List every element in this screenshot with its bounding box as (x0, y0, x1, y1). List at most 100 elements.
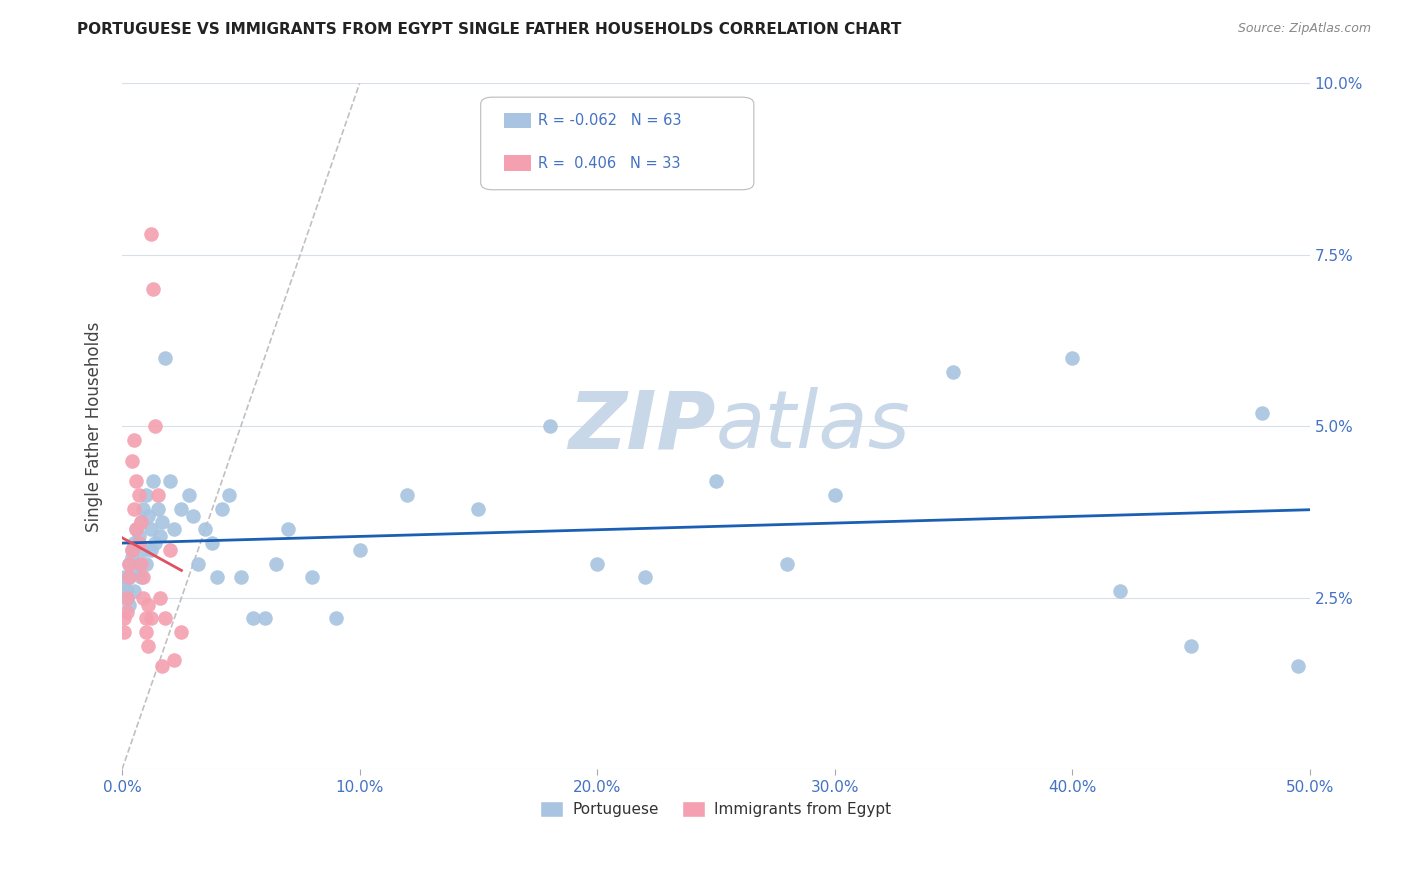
Point (136, 639, 159, 653)
Point (135, 488, 157, 502)
Point (135, 625, 157, 640)
Point (218, 488, 240, 502)
Point (143, 536, 166, 550)
Point (129, 557, 152, 571)
Y-axis label: Single Father Households: Single Father Households (86, 321, 103, 532)
Point (1062, 351, 1084, 365)
Point (132, 570, 155, 584)
Point (163, 522, 186, 536)
Point (121, 453, 143, 467)
Point (1180, 639, 1202, 653)
Legend: Portuguese, Immigrants from Egypt: Portuguese, Immigrants from Egypt (534, 795, 897, 823)
Point (211, 501, 233, 516)
Point (253, 611, 276, 625)
Point (118, 570, 141, 584)
Point (396, 488, 419, 502)
Point (149, 591, 172, 605)
Point (776, 557, 799, 571)
Point (112, 625, 135, 640)
Text: atlas: atlas (716, 387, 911, 466)
Point (125, 522, 148, 536)
Point (149, 529, 172, 543)
Point (139, 227, 162, 242)
Point (135, 611, 157, 625)
Point (128, 529, 150, 543)
Point (132, 542, 155, 557)
Point (201, 536, 224, 550)
Point (159, 542, 181, 557)
Point (136, 508, 159, 523)
Point (135, 557, 157, 571)
Point (118, 557, 141, 571)
Point (139, 542, 162, 557)
Point (115, 584, 138, 599)
Text: Source: ZipAtlas.com: Source: ZipAtlas.com (1237, 22, 1371, 36)
Point (1108, 584, 1130, 599)
Point (146, 501, 169, 516)
Point (142, 282, 165, 296)
Point (112, 611, 135, 625)
Point (118, 570, 141, 584)
Point (205, 570, 228, 584)
Point (128, 536, 150, 550)
Point (1251, 406, 1274, 420)
Point (139, 611, 162, 625)
Point (142, 475, 165, 489)
Point (266, 557, 288, 571)
Point (121, 542, 143, 557)
Point (122, 433, 145, 447)
Point (125, 522, 148, 536)
Point (136, 598, 159, 612)
Point (1286, 659, 1309, 673)
Point (132, 501, 155, 516)
Point (277, 522, 299, 536)
Point (824, 488, 846, 502)
Point (122, 501, 145, 516)
Point (159, 475, 181, 489)
Point (122, 536, 145, 550)
Point (115, 591, 138, 605)
Point (152, 516, 174, 530)
Point (128, 557, 150, 571)
Point (704, 475, 727, 489)
Point (125, 475, 148, 489)
Point (112, 577, 135, 591)
Text: R = -0.062   N = 63: R = -0.062 N = 63 (537, 113, 682, 128)
Point (128, 488, 150, 502)
Point (187, 557, 209, 571)
Bar (505, 155, 530, 170)
Point (301, 570, 323, 584)
Point (586, 557, 609, 571)
Point (115, 605, 138, 619)
Text: PORTUGUESE VS IMMIGRANTS FROM EGYPT SINGLE FATHER HOUSEHOLDS CORRELATION CHART: PORTUGUESE VS IMMIGRANTS FROM EGYPT SING… (77, 22, 901, 37)
Point (242, 611, 264, 625)
Point (325, 611, 347, 625)
Point (163, 652, 186, 666)
Point (153, 351, 176, 365)
Point (122, 584, 145, 599)
Text: ZIP: ZIP (568, 387, 716, 466)
Point (538, 419, 561, 434)
Point (125, 563, 148, 577)
Point (467, 501, 489, 516)
Point (229, 570, 252, 584)
Point (139, 522, 162, 536)
Point (177, 488, 200, 502)
Point (153, 611, 176, 625)
Point (143, 419, 166, 434)
Point (170, 501, 193, 516)
Point (146, 488, 169, 502)
Point (194, 522, 217, 536)
Text: R =  0.406   N = 33: R = 0.406 N = 33 (537, 155, 681, 170)
Point (118, 598, 141, 612)
Point (170, 625, 193, 640)
Point (942, 364, 965, 378)
Point (633, 570, 655, 584)
Point (349, 542, 371, 557)
Point (181, 508, 204, 523)
Point (129, 516, 152, 530)
Point (115, 591, 138, 605)
Point (118, 557, 141, 571)
Point (112, 570, 135, 584)
Point (152, 659, 174, 673)
